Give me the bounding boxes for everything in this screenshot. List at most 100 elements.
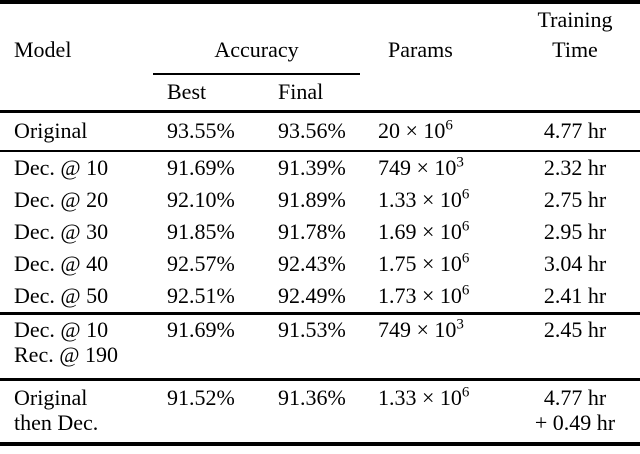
params-cell: 1.69 × 106 xyxy=(378,216,510,248)
model-cell: Dec. @ 10 Rec. @ 190 xyxy=(0,317,167,367)
params-value: 1.33 × 10 xyxy=(378,384,462,410)
training-time-value-line2: + 0.49 hr xyxy=(534,409,616,435)
params-cell: 1.33 × 106 xyxy=(378,184,510,216)
params-cell: 1.75 × 106 xyxy=(378,248,510,280)
training-time-value: 2.32 hr xyxy=(543,155,607,180)
section-rule xyxy=(0,312,640,315)
model-name: Dec. @ 30 xyxy=(14,219,109,244)
model-cell: Dec. @ 50 xyxy=(0,280,167,312)
column-subheader-final: Final xyxy=(278,79,324,104)
model-cell: Dec. @ 10 xyxy=(0,152,167,184)
training-time-cell: 4.77 hr + 0.49 hr xyxy=(510,385,640,435)
params-exponent: 6 xyxy=(461,384,470,401)
model-cell: Dec. @ 30 xyxy=(0,216,167,248)
params-value: 749 × 10 xyxy=(378,155,457,180)
training-time-value: 4.77 hr xyxy=(543,118,607,143)
training-time-cell: 2.32 hr xyxy=(510,152,640,184)
column-header-training-time-line1: Training xyxy=(537,7,613,32)
params-cell: 749 × 103 xyxy=(378,152,510,184)
model-cell: Dec. @ 40 xyxy=(0,248,167,280)
final-accuracy-cell: 91.78% xyxy=(278,219,346,244)
params-cell: 1.33 × 106 xyxy=(378,385,510,435)
table-row: Dec. @ 40 92.57% 92.43% 1.75 × 106 3.04 … xyxy=(0,248,640,280)
best-accuracy-cell: 92.57% xyxy=(167,251,235,276)
params-value: 749 × 10 xyxy=(378,316,457,342)
final-accuracy-cell: 91.39% xyxy=(278,155,346,180)
model-cell: Original then Dec. xyxy=(0,385,167,435)
params-cell: 749 × 103 xyxy=(378,317,510,367)
best-accuracy-cell: 91.69% xyxy=(167,316,235,342)
params-value: 1.69 × 10 xyxy=(378,219,462,244)
table-row: Original then Dec. 91.52% 91.36% 1.33 × … xyxy=(0,385,640,435)
training-time-cell: 2.45 hr xyxy=(510,317,640,367)
params-exponent: 6 xyxy=(461,186,470,203)
training-time-value: 2.41 hr xyxy=(543,283,607,308)
model-name-line2: Rec. @ 190 xyxy=(14,341,118,367)
final-accuracy-cell: 91.36% xyxy=(278,384,346,410)
model-cell: Original xyxy=(0,115,167,147)
column-header-model: Model xyxy=(14,37,72,62)
table-top-rule xyxy=(0,0,640,4)
params-cell: 1.73 × 106 xyxy=(378,280,510,312)
section-original-then-decimated: Original then Dec. 91.52% 91.36% 1.33 × … xyxy=(0,381,640,443)
final-accuracy-cell: 91.53% xyxy=(278,316,346,342)
section-decimated: Dec. @ 10 91.69% 91.39% 749 × 103 2.32 h… xyxy=(0,152,640,312)
params-exponent: 6 xyxy=(461,250,470,267)
header-bottom-rule xyxy=(0,110,640,113)
training-time-cell: 3.04 hr xyxy=(510,248,640,280)
training-time-cell: 2.95 hr xyxy=(510,216,640,248)
params-exponent: 6 xyxy=(461,218,470,235)
table-row: Dec. @ 50 92.51% 92.49% 1.73 × 106 2.41 … xyxy=(0,280,640,312)
training-time-cell: 2.41 hr xyxy=(510,280,640,312)
params-exponent: 3 xyxy=(456,316,464,333)
best-accuracy-cell: 91.85% xyxy=(167,219,235,244)
column-header-training-time-line2: Time xyxy=(552,37,598,62)
table-row: Dec. @ 10 Rec. @ 190 91.69% 91.53% 749 ×… xyxy=(0,317,640,367)
section-decimated-recovered: Dec. @ 10 Rec. @ 190 91.69% 91.53% 749 ×… xyxy=(0,315,640,379)
table-bottom-rule xyxy=(0,442,640,446)
training-time-cell: 2.75 hr xyxy=(510,184,640,216)
table-row: Dec. @ 30 91.85% 91.78% 1.69 × 106 2.95 … xyxy=(0,216,640,248)
params-value: 1.75 × 10 xyxy=(378,251,462,276)
section-rule xyxy=(0,378,640,381)
model-name: Dec. @ 10 xyxy=(14,155,109,180)
section-rule xyxy=(0,149,640,152)
training-time-value: 3.04 hr xyxy=(543,251,607,276)
model-cell: Dec. @ 20 xyxy=(0,184,167,216)
model-name: Dec. @ 50 xyxy=(14,283,109,308)
section-original: Original 93.55% 93.56% 20 × 106 4.77 hr xyxy=(0,113,640,150)
training-time-value: 2.75 hr xyxy=(543,187,607,212)
training-time-value: 2.95 hr xyxy=(543,219,607,244)
column-subheader-best: Best xyxy=(167,79,207,104)
model-name-line1: Original xyxy=(14,384,88,410)
model-name: Dec. @ 40 xyxy=(14,251,109,276)
params-value: 1.33 × 10 xyxy=(378,187,462,212)
best-accuracy-cell: 92.10% xyxy=(167,187,235,212)
final-accuracy-cell: 92.49% xyxy=(278,283,346,308)
params-cell: 20 × 106 xyxy=(378,115,510,147)
table-row: Dec. @ 20 92.10% 91.89% 1.33 × 106 2.75 … xyxy=(0,184,640,216)
best-accuracy-cell: 92.51% xyxy=(167,283,235,308)
table-header: Model Accuracy Params Training Time Best… xyxy=(0,4,640,110)
model-name-line2: then Dec. xyxy=(14,409,99,435)
best-accuracy-cell: 91.69% xyxy=(167,155,235,180)
params-exponent: 6 xyxy=(445,117,453,134)
final-accuracy-cell: 92.43% xyxy=(278,251,346,276)
model-name: Original xyxy=(14,118,88,143)
accuracy-group-rule xyxy=(153,73,360,75)
column-header-accuracy: Accuracy xyxy=(214,37,299,62)
column-header-params: Params xyxy=(388,37,453,62)
table-row: Dec. @ 10 91.69% 91.39% 749 × 103 2.32 h… xyxy=(0,152,640,184)
training-time-value: 2.45 hr xyxy=(543,316,607,342)
final-accuracy-cell: 93.56% xyxy=(278,118,346,143)
params-exponent: 6 xyxy=(461,282,470,299)
training-time-cell: 4.77 hr xyxy=(510,115,640,147)
training-time-value-line1: 4.77 hr xyxy=(543,384,607,410)
final-accuracy-cell: 91.89% xyxy=(278,187,346,212)
table-row: Original 93.55% 93.56% 20 × 106 4.77 hr xyxy=(0,115,640,147)
params-value: 20 × 10 xyxy=(378,118,446,143)
params-exponent: 3 xyxy=(456,154,464,171)
model-name: Dec. @ 20 xyxy=(14,187,109,212)
best-accuracy-cell: 93.55% xyxy=(167,118,235,143)
